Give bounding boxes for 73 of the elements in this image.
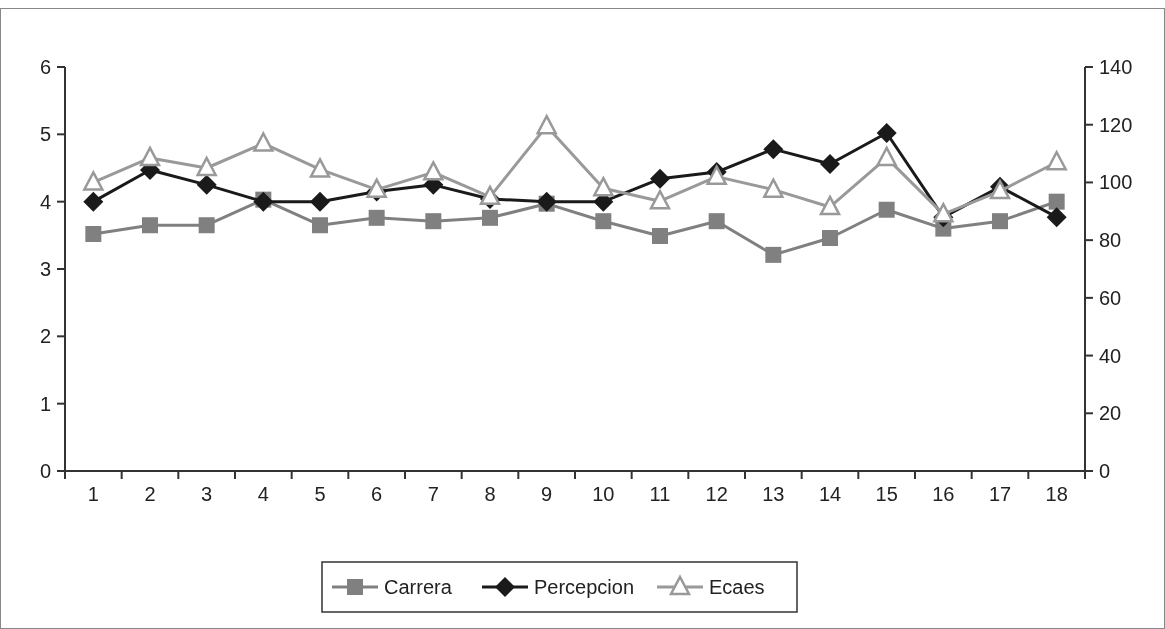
- y2-tick-label: 40: [1099, 344, 1122, 367]
- point: [876, 122, 897, 143]
- point: [309, 158, 331, 178]
- x-tick-label: 18: [1045, 483, 1068, 505]
- point: [595, 213, 612, 230]
- point: [763, 178, 784, 198]
- point: [1048, 193, 1065, 210]
- x-tick-label: 1: [87, 483, 99, 505]
- point: [820, 153, 840, 174]
- legend-label: Ecaes: [709, 576, 765, 598]
- x-tick-label: 9: [541, 483, 553, 505]
- point: [368, 209, 385, 226]
- y-tick-label: 2: [39, 325, 51, 348]
- point: [878, 201, 895, 218]
- x-tick-label: 10: [592, 483, 615, 505]
- x-tick-label: 17: [988, 483, 1012, 505]
- y2-tick-label: 20: [1099, 402, 1122, 425]
- point: [1046, 150, 1067, 171]
- x-tick-label: 7: [427, 483, 439, 505]
- point: [992, 213, 1008, 230]
- x-tick-label: 5: [314, 483, 326, 505]
- point: [876, 146, 897, 167]
- y2-tick-label: 100: [1099, 171, 1133, 194]
- y-tick-label: 1: [39, 392, 51, 415]
- point: [196, 156, 217, 177]
- point: [310, 191, 330, 212]
- point: [312, 217, 328, 234]
- x-tick-label: 4: [257, 483, 269, 505]
- y-tick-label: 5: [39, 123, 51, 146]
- legend-label: Carrera: [384, 576, 453, 598]
- y2-tick-label: 80: [1099, 229, 1122, 252]
- point: [1046, 207, 1067, 228]
- y-tick-label: 6: [39, 56, 51, 78]
- x-tick-label: 12: [705, 483, 728, 505]
- point: [139, 146, 161, 167]
- point: [142, 217, 158, 234]
- x-tick-label: 11: [649, 483, 671, 505]
- y2-tick-label: 60: [1099, 286, 1122, 309]
- legend-label: Percepcion: [534, 576, 635, 598]
- y2-tick-label: 120: [1099, 113, 1133, 136]
- point: [83, 191, 104, 212]
- point: [425, 213, 442, 230]
- y2-tick-label: 0: [1099, 460, 1111, 482]
- point: [85, 225, 102, 242]
- point: [763, 139, 784, 160]
- point: [708, 213, 725, 230]
- x-tick-label: 16: [932, 483, 955, 505]
- point: [822, 230, 838, 247]
- point: [765, 246, 782, 263]
- point: [536, 114, 557, 135]
- y-tick-label: 4: [39, 190, 51, 213]
- point: [819, 195, 841, 216]
- point: [423, 161, 444, 181]
- point: [650, 168, 670, 189]
- point: [198, 217, 215, 234]
- y-tick-label: 3: [39, 258, 51, 280]
- x-tick-label: 13: [762, 483, 785, 505]
- point: [196, 174, 217, 195]
- x-tick-label: 15: [875, 483, 898, 505]
- point: [933, 202, 954, 223]
- point: [83, 171, 104, 191]
- x-tick-label: 2: [144, 483, 156, 505]
- y2-tick-label: 140: [1099, 56, 1133, 78]
- point: [253, 132, 274, 152]
- point: [482, 209, 498, 226]
- x-tick-label: 3: [201, 483, 213, 505]
- point: [593, 176, 614, 197]
- y-tick-label: 0: [39, 460, 51, 482]
- x-tick-label: 8: [484, 483, 496, 505]
- point: [652, 228, 668, 245]
- point: [649, 189, 671, 210]
- x-tick-label: 14: [818, 483, 842, 505]
- x-tick-label: 6: [371, 483, 383, 505]
